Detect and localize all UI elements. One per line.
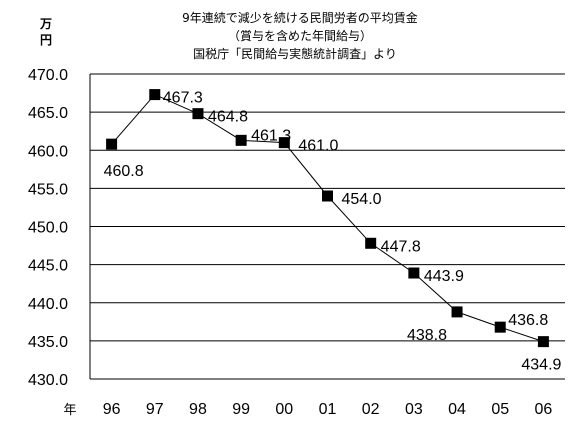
y-tick-label: 430.0	[28, 372, 68, 389]
y-tick-labels: 470.0 465.0 460.0 455.0 450.0 445.0 440.0 435.0…	[28, 67, 68, 389]
data-point-marker	[322, 190, 333, 202]
data-point-marker	[235, 134, 247, 146]
y-tick-label: 470.0	[28, 67, 68, 84]
y-unit-label-2: 円	[40, 33, 52, 47]
title-line-3: 国税庁「民間給与実態統計調査」より	[193, 46, 397, 61]
data-label: 454.0	[342, 191, 382, 208]
y-tick-label: 450.0	[28, 220, 68, 237]
x-tick-label: 97	[146, 401, 164, 418]
x-tick-label: 06	[535, 401, 553, 418]
series-line	[111, 93, 544, 343]
data-point-marker	[365, 237, 377, 249]
chart-title: 9年連続で減少を続ける民間労者の平均賃金 （賞与を含めた年間給与） 国税庁「民間…	[182, 10, 418, 61]
x-tick-label: 05	[491, 401, 509, 418]
axes	[89, 74, 565, 380]
data-label: 434.9	[521, 357, 561, 374]
data-point-marker	[408, 267, 420, 279]
x-tick-label: 02	[362, 401, 380, 418]
y-tick-label: 440.0	[28, 296, 68, 313]
data-point-marker	[278, 137, 290, 149]
data-point-marker	[149, 89, 161, 101]
title-line-1: 9年連続で減少を続ける民間労者の平均賃金	[182, 10, 418, 25]
x-tick-label: 04	[448, 401, 466, 418]
series-polyline	[111, 93, 544, 343]
x-tick-label: 96	[103, 401, 121, 418]
data-label: 461.0	[298, 138, 338, 155]
data-point-marker	[451, 306, 463, 318]
y-unit-label-1: 万	[39, 17, 52, 31]
data-point-marker	[537, 336, 549, 348]
y-tick-label: 435.0	[28, 334, 68, 351]
data-label: 467.3	[163, 90, 203, 107]
x-tick-label: 00	[275, 401, 293, 418]
data-markers	[106, 89, 549, 348]
data-point-marker	[106, 138, 118, 150]
x-tick-label: 03	[405, 401, 423, 418]
data-label: 438.8	[407, 327, 447, 344]
data-label: 447.8	[381, 238, 421, 255]
data-label: 460.8	[104, 163, 144, 180]
x-axis-prefix-label: 年	[63, 403, 76, 418]
y-tick-label: 460.0	[28, 143, 68, 160]
data-label: 461.3	[251, 127, 291, 144]
data-label: 436.8	[508, 312, 548, 329]
x-tick-label: 01	[319, 401, 337, 418]
y-tick-label: 455.0	[28, 181, 68, 198]
data-label: 464.8	[208, 109, 248, 126]
title-line-2: （賞与を含めた年間給与）	[228, 28, 372, 43]
y-tick-label: 445.0	[28, 258, 68, 275]
x-tick-labels: 96 97 98 99 00 01 02 03 04 05 06	[103, 401, 553, 418]
data-point-marker	[494, 321, 506, 333]
y-tick-label: 465.0	[28, 105, 68, 122]
x-tick-label: 99	[232, 401, 250, 418]
grid-lines	[90, 73, 565, 342]
data-point-marker	[192, 108, 204, 120]
x-tick-label: 98	[189, 401, 207, 418]
data-label: 443.9	[424, 268, 464, 285]
